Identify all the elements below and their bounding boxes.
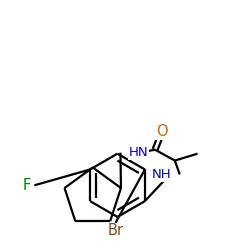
Text: HN: HN	[128, 146, 147, 159]
Text: NH: NH	[152, 168, 171, 181]
Text: O: O	[155, 124, 167, 139]
Text: Br: Br	[107, 223, 123, 238]
Text: F: F	[22, 178, 30, 193]
